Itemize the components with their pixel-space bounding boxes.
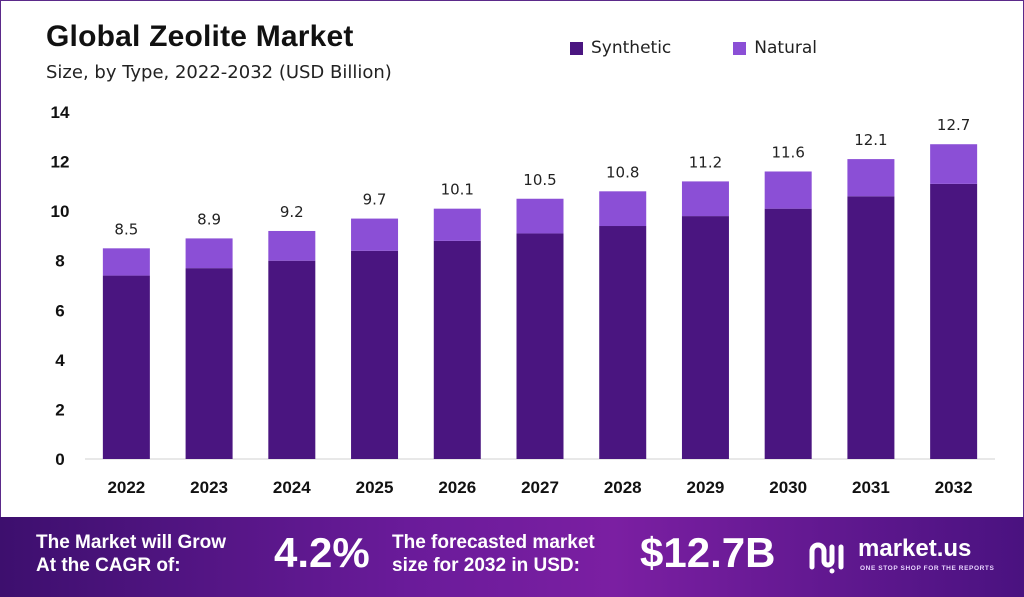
data-label: 8.5 bbox=[114, 220, 138, 238]
bar-synthetic bbox=[516, 233, 564, 459]
brand-logo[interactable]: market.us ONE STOP SHOP FOR THE REPORTS bbox=[808, 533, 1008, 583]
forecast-label: The forecasted market size for 2032 in U… bbox=[392, 531, 595, 577]
market-us-logo-icon bbox=[809, 542, 844, 574]
data-label: 10.5 bbox=[523, 171, 556, 189]
bar-natural bbox=[847, 159, 895, 197]
legend: Synthetic Natural bbox=[570, 38, 879, 58]
y-tick-label: 4 bbox=[55, 351, 65, 370]
bar-natural bbox=[516, 198, 564, 234]
chart-subtitle: Size, by Type, 2022-2032 (USD Billion) bbox=[46, 62, 392, 83]
bar-natural bbox=[930, 144, 978, 184]
brand-tagline: ONE STOP SHOP FOR THE REPORTS bbox=[860, 565, 995, 572]
x-tick-label: 2028 bbox=[604, 478, 642, 497]
x-tick-label: 2025 bbox=[356, 478, 394, 497]
x-tick-label: 2024 bbox=[273, 478, 311, 497]
bar-natural bbox=[764, 171, 812, 209]
legend-label-synthetic: Synthetic bbox=[591, 38, 672, 58]
footer-banner: The Market will Grow At the CAGR of: 4.2… bbox=[0, 517, 1024, 597]
x-tick-label: 2022 bbox=[107, 478, 145, 497]
legend-swatch-natural bbox=[733, 41, 747, 55]
data-label: 8.9 bbox=[197, 210, 221, 228]
bar-synthetic bbox=[930, 183, 978, 459]
x-tick-label: 2027 bbox=[521, 478, 559, 497]
y-tick-label: 6 bbox=[55, 301, 64, 320]
legend-item-natural: Natural bbox=[733, 38, 817, 58]
data-label: 9.2 bbox=[280, 203, 304, 221]
x-tick-label: 2026 bbox=[438, 478, 476, 497]
bar-natural bbox=[681, 181, 729, 217]
bar-synthetic bbox=[268, 260, 316, 459]
cagr-value: 4.2% bbox=[274, 529, 370, 576]
x-tick-label: 2031 bbox=[852, 478, 890, 497]
x-tick-label: 2032 bbox=[935, 478, 973, 497]
data-label: 9.7 bbox=[363, 191, 387, 209]
legend-swatch-synthetic bbox=[570, 41, 583, 55]
y-tick-label: 2 bbox=[55, 400, 64, 419]
bar-natural bbox=[599, 191, 647, 227]
bar-synthetic bbox=[599, 226, 647, 459]
bar-synthetic bbox=[185, 268, 233, 459]
bar-natural bbox=[268, 230, 316, 261]
data-label: 11.2 bbox=[689, 153, 722, 171]
y-tick-label: 12 bbox=[51, 153, 70, 172]
data-label: 12.7 bbox=[937, 116, 970, 134]
bar-synthetic bbox=[102, 275, 150, 459]
chart-title: Global Zeolite Market bbox=[46, 20, 354, 53]
bar-synthetic bbox=[681, 216, 729, 459]
legend-label-natural: Natural bbox=[754, 38, 817, 58]
bar-synthetic bbox=[764, 208, 812, 459]
y-tick-label: 0 bbox=[55, 450, 64, 469]
data-label: 10.1 bbox=[441, 181, 474, 199]
x-tick-label: 2023 bbox=[190, 478, 228, 497]
bar-natural bbox=[351, 218, 399, 251]
x-tick-label: 2030 bbox=[769, 478, 807, 497]
y-tick-label: 14 bbox=[51, 103, 70, 122]
data-label: 11.6 bbox=[771, 143, 804, 161]
cagr-label-line2: At the CAGR of: bbox=[36, 555, 181, 576]
cagr-label: The Market will Grow At the CAGR of: bbox=[36, 531, 226, 577]
y-tick-label: 8 bbox=[55, 252, 64, 271]
legend-item-synthetic: Synthetic bbox=[570, 38, 671, 58]
bar-synthetic bbox=[433, 240, 481, 459]
forecast-label-line2: size for 2032 in USD: bbox=[392, 555, 580, 576]
data-label: 10.8 bbox=[606, 163, 639, 181]
data-label: 12.1 bbox=[854, 131, 887, 149]
bar-natural bbox=[433, 208, 481, 241]
forecast-value: $12.7B bbox=[640, 529, 776, 576]
bar-synthetic bbox=[351, 250, 399, 459]
bar-chart: 0 2 4 6 8 10 12 14 8.5 2022 8.9 2023 9.2 2024 9.7 2025 1… bbox=[51, 103, 995, 497]
y-tick-label: 10 bbox=[51, 202, 70, 221]
brand-name: market.us bbox=[858, 535, 972, 562]
x-tick-label: 2029 bbox=[687, 478, 725, 497]
forecast-label-line1: The forecasted market bbox=[392, 532, 595, 553]
cagr-label-line1: The Market will Grow bbox=[36, 532, 227, 553]
bar-natural bbox=[185, 238, 233, 269]
bar-synthetic bbox=[847, 196, 895, 459]
bar-natural bbox=[102, 248, 150, 276]
